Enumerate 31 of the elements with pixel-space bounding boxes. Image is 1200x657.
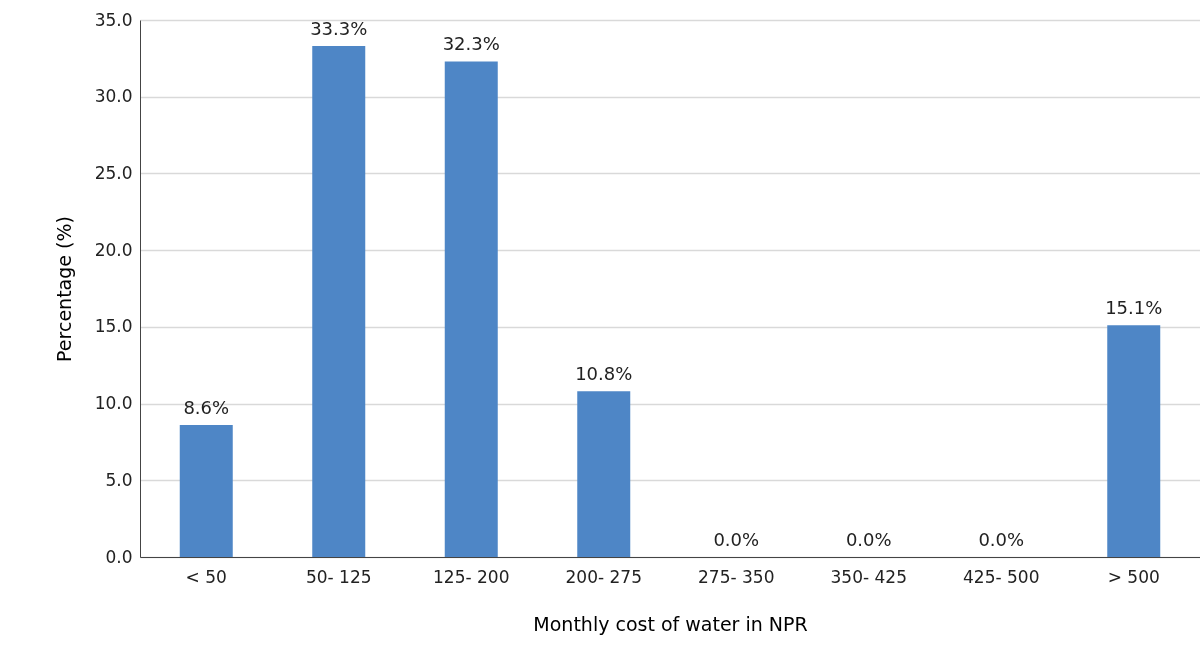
bar [444, 61, 498, 557]
y-tick-label: 0.0 [105, 546, 133, 567]
x-tick-label: < 50 [185, 566, 227, 587]
x-tick-label: 125- 200 [433, 566, 510, 587]
bar [312, 46, 366, 557]
data-label: 15.1% [1105, 297, 1163, 319]
y-tick-label: 25.0 [94, 162, 133, 183]
data-label: 32.3% [442, 33, 500, 55]
x-tick-label: > 500 [1107, 566, 1160, 587]
data-label: 0.0% [713, 529, 760, 550]
y-tick-label: 30.0 [94, 86, 133, 107]
y-tick-label: 10.0 [94, 393, 133, 414]
x-tick-label: 50- 125 [305, 566, 372, 587]
y-axis-title: Percentage (%) [52, 216, 75, 362]
bar [1107, 325, 1161, 557]
data-label: 10.8% [575, 363, 633, 385]
data-label: 8.6% [183, 397, 230, 419]
y-tick-label: 35.0 [94, 9, 133, 30]
data-label: 0.0% [845, 529, 892, 550]
bar [179, 425, 233, 557]
x-tick-label: 275- 350 [698, 566, 775, 587]
y-tick-label: 5.0 [105, 469, 133, 490]
bar [577, 391, 631, 557]
x-tick-label: 350- 425 [830, 566, 907, 587]
x-axis-title: Monthly cost of water in NPR [533, 612, 808, 635]
data-label: 0.0% [978, 529, 1025, 550]
y-tick-label: 15.0 [94, 316, 133, 337]
y-tick-label: 20.0 [94, 239, 133, 260]
data-label: 33.3% [310, 18, 368, 40]
x-tick-label: 425- 500 [963, 566, 1040, 587]
x-tick-label: 200- 275 [565, 566, 642, 587]
